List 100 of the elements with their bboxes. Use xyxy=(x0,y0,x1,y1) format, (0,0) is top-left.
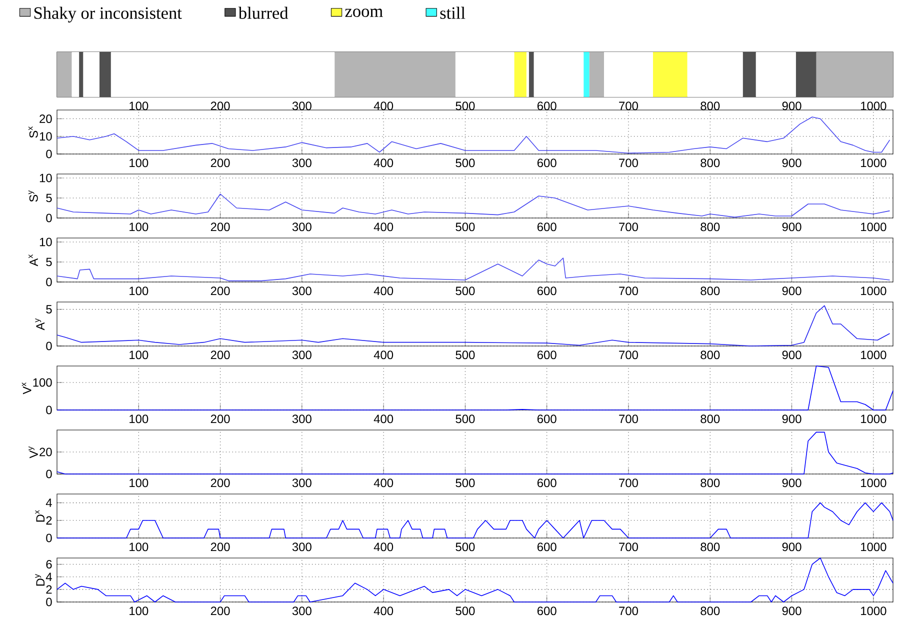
y-axis-title: S$^{y}$ xyxy=(28,190,38,202)
x-tick-label: 100 xyxy=(130,350,148,360)
x-tick-label: 200 xyxy=(210,478,230,488)
x-tick-label: 800 xyxy=(700,414,720,424)
x-tick-label: 1000 xyxy=(861,286,886,296)
x-tick-label: 300 xyxy=(292,158,312,168)
y-tick-label: 4 xyxy=(46,572,52,581)
y-axis-title: D$^{y}$ xyxy=(35,574,45,586)
y-axis-title: D$^{x}$ xyxy=(35,510,45,522)
x-tick-label: 200 xyxy=(210,350,230,360)
y-tick-label: 0 xyxy=(46,470,52,478)
y-tick-label: 0 xyxy=(46,406,52,414)
x-tick-label: 200 xyxy=(210,414,230,424)
x-tick-label: 200 xyxy=(210,606,230,616)
x-tick-label: 500 xyxy=(456,286,475,296)
y-tick-label: 100 xyxy=(33,378,52,387)
x-tick-label: 900 xyxy=(782,222,802,232)
y-tick-label: 0 xyxy=(46,214,52,222)
x-tick-label: 500 xyxy=(456,350,475,360)
x-tick-label: 600 xyxy=(537,478,556,488)
x-tick-label: 200 xyxy=(210,158,230,168)
x-tick-label: 200 xyxy=(210,222,230,232)
x-tick-label: 400 xyxy=(374,102,394,110)
x-tick-label: 400 xyxy=(374,478,394,488)
x-tick-label: 200 xyxy=(210,542,230,552)
x-tick-label: 900 xyxy=(782,350,802,360)
x-tick-label: 400 xyxy=(374,414,394,424)
y-tick-label: 5 xyxy=(46,194,52,202)
x-tick-label: 700 xyxy=(619,222,638,232)
y-tick-label: 10 xyxy=(40,132,52,141)
x-tick-label: 700 xyxy=(619,606,638,616)
y-tick-label: 6 xyxy=(46,560,52,569)
x-tick-label: 300 xyxy=(292,350,312,360)
x-tick-label: 900 xyxy=(782,286,802,296)
x-tick-label: 500 xyxy=(456,606,475,616)
x-tick-label: 500 xyxy=(456,102,475,110)
legend-label: still xyxy=(440,6,466,19)
x-tick-label: 1000 xyxy=(861,414,886,424)
x-tick-label: 500 xyxy=(456,478,475,488)
x-tick-label: 1000 xyxy=(861,222,886,232)
x-tick-label: 700 xyxy=(619,158,638,168)
y-axis-title: V$^{x}$ xyxy=(22,382,32,394)
x-tick-label: 900 xyxy=(782,606,802,616)
legend-label: Shaky or inconsistent xyxy=(34,6,182,22)
y-tick-label: 0 xyxy=(46,598,52,606)
y-tick-label: 5 xyxy=(46,305,52,314)
y-tick-label: 10 xyxy=(40,238,52,246)
x-tick-label: 100 xyxy=(130,542,148,552)
x-tick-label: 400 xyxy=(374,286,394,296)
y-tick-label: 20 xyxy=(40,114,52,124)
y-axis-title: A$^{y}$ xyxy=(35,318,45,330)
legend-label: blurred xyxy=(238,6,288,19)
y-tick-label: 0 xyxy=(46,278,52,286)
x-tick-label: 100 xyxy=(130,222,148,232)
x-tick-label: 1000 xyxy=(861,102,886,110)
y-tick-label: 2 xyxy=(46,516,52,525)
x-tick-label: 400 xyxy=(374,158,394,168)
x-tick-label: 900 xyxy=(782,478,802,488)
x-tick-label: 700 xyxy=(619,542,638,552)
x-tick-label: 900 xyxy=(782,414,802,424)
x-tick-label: 600 xyxy=(537,158,556,168)
y-tick-label: 4 xyxy=(46,498,52,507)
x-tick-label: 800 xyxy=(700,350,720,360)
x-tick-label: 1000 xyxy=(861,158,886,168)
x-tick-label: 300 xyxy=(292,542,312,552)
x-tick-label: 500 xyxy=(456,414,475,424)
y-tick-label: 5 xyxy=(46,258,52,266)
x-tick-label: 400 xyxy=(374,350,394,360)
x-tick-label: 300 xyxy=(292,606,312,616)
x-tick-label: 300 xyxy=(292,222,312,232)
x-tick-label: 600 xyxy=(537,102,556,110)
x-tick-label: 100 xyxy=(130,606,148,616)
y-axis-title: A$^{x}$ xyxy=(28,254,38,266)
x-tick-label: 700 xyxy=(619,414,638,424)
x-tick-label: 800 xyxy=(700,542,720,552)
x-tick-label: 1000 xyxy=(861,350,886,360)
x-tick-label: 700 xyxy=(619,286,638,296)
x-tick-label: 300 xyxy=(292,414,312,424)
x-tick-label: 800 xyxy=(700,222,720,232)
x-tick-label: 800 xyxy=(700,158,720,168)
x-tick-label: 600 xyxy=(537,542,556,552)
y-tick-label: 0 xyxy=(46,534,52,542)
x-tick-label: 800 xyxy=(700,286,720,296)
x-tick-label: 1000 xyxy=(861,606,886,616)
y-tick-label: 2 xyxy=(46,585,52,594)
x-tick-label: 400 xyxy=(374,542,394,552)
x-tick-label: 800 xyxy=(700,102,720,110)
x-tick-label: 500 xyxy=(456,542,475,552)
x-tick-label: 600 xyxy=(537,414,556,424)
x-tick-label: 300 xyxy=(292,286,312,296)
x-tick-label: 700 xyxy=(619,350,638,360)
x-tick-label: 700 xyxy=(619,478,638,488)
x-tick-label: 1000 xyxy=(861,478,886,488)
x-tick-label: 400 xyxy=(374,606,394,616)
x-tick-label: 100 xyxy=(130,414,148,424)
x-tick-label: 500 xyxy=(456,158,475,168)
x-tick-label: 300 xyxy=(292,102,312,110)
x-tick-label: 600 xyxy=(537,286,556,296)
x-tick-label: 100 xyxy=(130,478,148,488)
y-tick-label: 0 xyxy=(46,150,52,158)
